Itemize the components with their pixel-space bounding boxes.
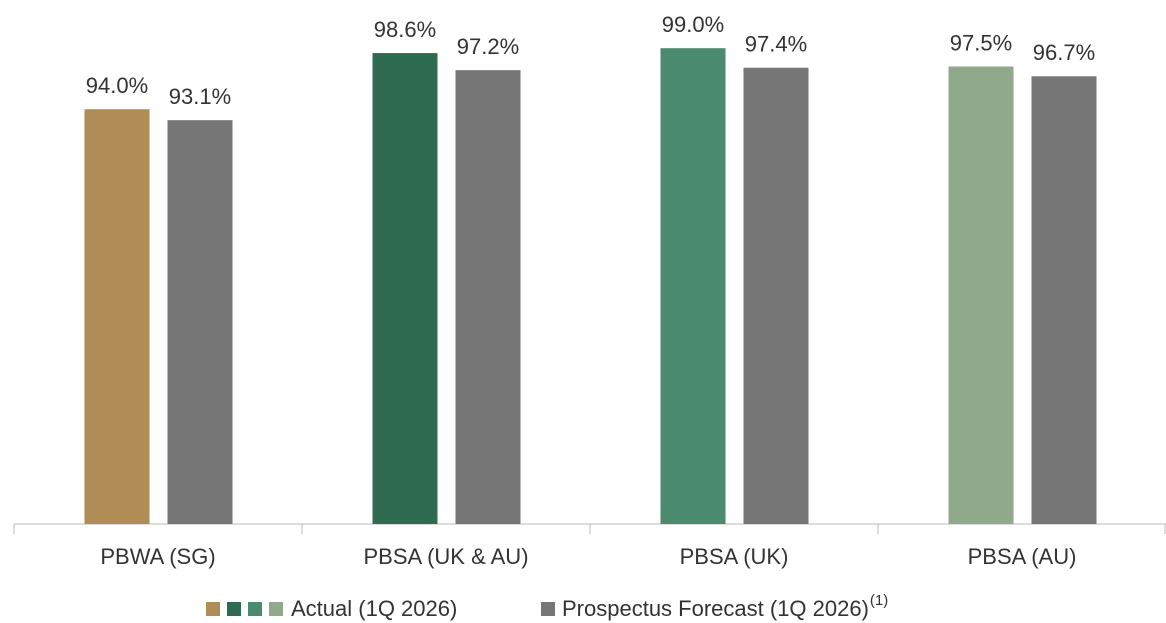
x-tick-label: PBSA (UK & AU): [363, 544, 528, 569]
bar: [372, 53, 438, 524]
legend-label: Actual (1Q 2026): [291, 596, 457, 621]
data-label: 99.0%: [662, 12, 724, 37]
x-tick-label: PBSA (AU): [968, 544, 1077, 569]
data-label: 97.4%: [745, 32, 807, 57]
bar: [660, 48, 726, 524]
bar: [167, 120, 233, 525]
data-label: 93.1%: [169, 84, 231, 109]
data-label: 94.0%: [86, 73, 148, 98]
bar: [455, 70, 521, 524]
legend-swatch: [248, 602, 262, 616]
data-label: 96.7%: [1033, 40, 1095, 65]
legend-swatch: [206, 602, 220, 616]
bar: [948, 66, 1014, 524]
bar: [1031, 76, 1097, 524]
bar: [743, 67, 809, 524]
data-label: 98.6%: [374, 17, 436, 42]
bar: [84, 109, 150, 524]
x-tick-label: PBWA (SG): [100, 544, 215, 569]
data-label: 97.2%: [457, 34, 519, 59]
x-tick-label: PBSA (UK): [680, 544, 789, 569]
legend-footnote: (1): [870, 592, 888, 609]
legend-swatch: [541, 602, 555, 616]
legend-label: Prospectus Forecast (1Q 2026): [562, 596, 869, 621]
data-label: 97.5%: [950, 30, 1012, 55]
legend-swatch: [269, 602, 283, 616]
legend-swatch: [227, 602, 241, 616]
